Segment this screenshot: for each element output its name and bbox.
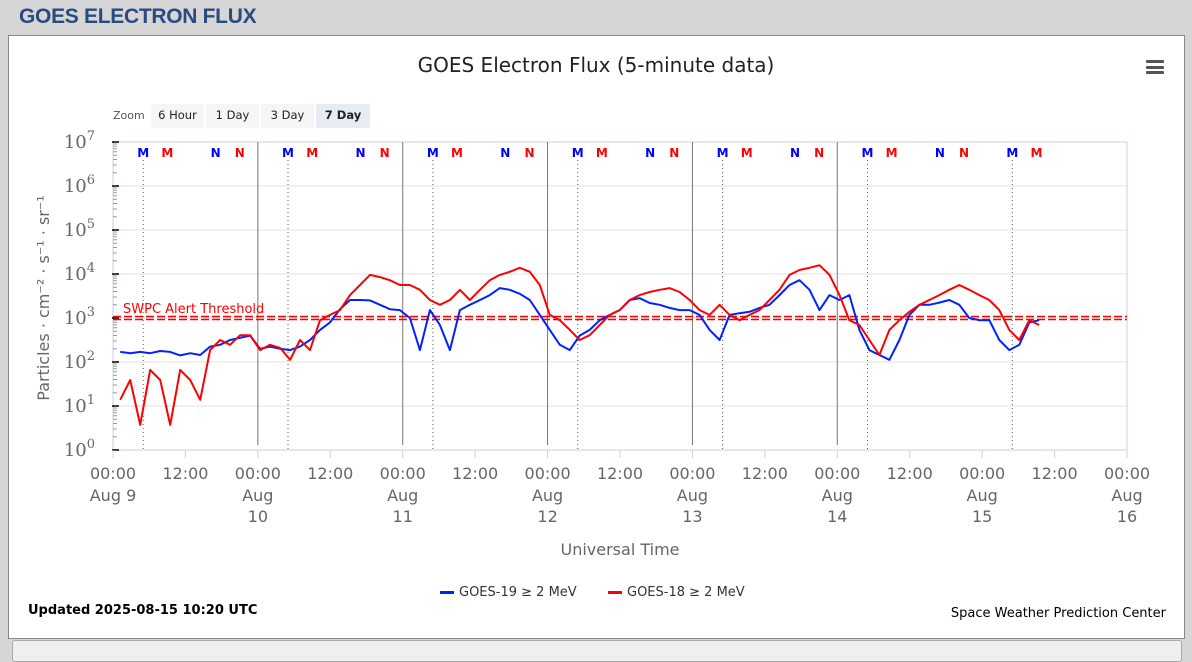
x-tick-time: 00:00 [814,464,860,483]
marker-label-M: M [306,146,318,160]
x-tick-time: 12:00 [597,464,643,483]
marker-label-N: N [500,146,510,160]
x-tick-time: 12:00 [1032,464,1078,483]
x-tick-time: 12:00 [307,464,353,483]
x-tick-month: Aug [242,486,273,505]
x-tick-month: Aug [532,486,563,505]
credit-text: Space Weather Prediction Center [950,606,1166,621]
x-tick-time: 00:00 [380,464,426,483]
plot-area [112,141,1128,451]
legend-label: GOES-18 ≥ 2 MeV [627,585,745,600]
hamburger-menu-icon[interactable] [1146,60,1164,74]
x-tick-month: Aug [387,486,418,505]
y-tick-label: 101 [64,393,95,417]
x-tick-month: Aug [1111,486,1142,505]
x-tick-time: 00:00 [959,464,1005,483]
marker-label-N: N [355,146,365,160]
y-tick-label: 105 [64,217,95,241]
zoom-6-hour-button[interactable]: 6 Hour [151,104,204,128]
marker-label-N: N [211,146,221,160]
x-tick-day: 13 [682,507,702,526]
marker-label-M: M [596,146,608,160]
y-tick-label: 102 [64,349,95,373]
x-tick-day: 10 [248,507,268,526]
legend-label: GOES-19 ≥ 2 MeV [459,585,577,600]
marker-label-M: M [137,146,149,160]
x-tick-time: 00:00 [669,464,715,483]
x-tick-time: 12:00 [452,464,498,483]
marker-label-N: N [235,146,245,160]
x-tick-time: 12:00 [742,464,788,483]
zoom-3-day-button[interactable]: 3 Day [261,104,314,128]
x-tick-day: 11 [393,507,413,526]
marker-label-N: N [935,146,945,160]
marker-label-N: N [380,146,390,160]
marker-label-M: M [717,146,729,160]
x-tick-time: 12:00 [162,464,208,483]
electron-flux-chart: 100 101 102 103 104 105 106 107 Particles · cm⁻²… [34,129,1150,559]
marker-label-M: M [161,146,173,160]
page-title: GOES ELECTRON FLUX [19,5,257,28]
x-tick-day: 12 [537,507,557,526]
series-line-goes19 [120,279,1040,361]
x-tick-time: 12:00 [887,464,933,483]
marker-label-N: N [814,146,824,160]
x-tick-time: 00:00 [90,464,136,483]
marker-label-N: N [645,146,655,160]
y-tick-label: 100 [64,437,95,461]
marker-label-M: M [1006,146,1018,160]
series-line-goes18 [119,264,1040,426]
x-axis-label: Universal Time [560,540,679,559]
x-tick-month: Aug [822,486,853,505]
chart-panel [8,35,1185,639]
y-tick-label: 107 [64,129,95,153]
marker-label-M: M [451,146,463,160]
legend-item-goes18[interactable]: GOES-18 ≥ 2 MeV [608,585,745,600]
y-tick-label: 106 [64,173,95,197]
y-tick-label: 104 [64,261,95,285]
zoom-label: Zoom [113,109,145,122]
y-axis-label: Particles · cm⁻² · s⁻¹ · sr⁻¹ [34,195,53,400]
x-tick-month: Aug 9 [90,486,137,505]
marker-label-N: N [669,146,679,160]
updated-timestamp: Updated 2025-08-15 10:20 UTC [28,603,258,618]
marker-label-M: M [741,146,753,160]
x-tick-time: 00:00 [1104,464,1150,483]
x-tick-time: 00:00 [525,464,571,483]
x-tick-month: Aug [967,486,998,505]
marker-label-M: M [427,146,439,160]
marker-label-M: M [282,146,294,160]
marker-label-N: N [524,146,534,160]
marker-label-N: N [790,146,800,160]
zoom-7-day-button[interactable]: 7 Day [316,104,370,128]
marker-label-N: N [959,146,969,160]
chart-title: GOES Electron Flux (5-minute data) [417,53,775,77]
x-tick-day: 14 [827,507,847,526]
marker-label-M: M [572,146,584,160]
zoom-1-day-button[interactable]: 1 Day [206,104,259,128]
x-tick-time: 00:00 [235,464,281,483]
x-tick-day: 15 [972,507,992,526]
marker-label-M: M [1030,146,1042,160]
x-tick-month: Aug [677,486,708,505]
marker-label-M: M [861,146,873,160]
y-tick-label: 103 [64,305,95,329]
legend-item-goes19[interactable]: GOES-19 ≥ 2 MeV [440,585,577,600]
marker-label-M: M [886,146,898,160]
x-tick-day: 16 [1117,507,1137,526]
threshold-label: SWPC Alert Threshold [123,302,264,317]
